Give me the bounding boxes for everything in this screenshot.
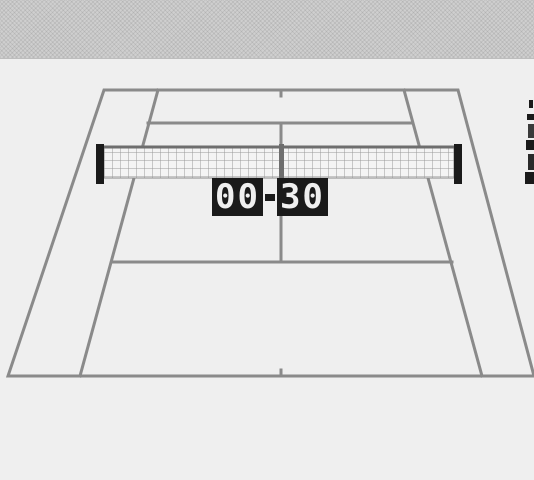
singles-sideline-right <box>402 88 484 378</box>
player-sprite-icon <box>525 100 534 184</box>
singles-sideline-left <box>78 88 160 378</box>
score-dash-icon <box>264 193 275 201</box>
right-score: 30 <box>276 178 328 216</box>
court-outer-line <box>5 88 534 378</box>
left-score: 00 <box>212 178 263 216</box>
net-strap <box>279 144 284 178</box>
scoreboard: 00 30 <box>212 178 328 216</box>
top-status-bar <box>0 0 534 59</box>
tennis-net <box>96 144 462 184</box>
net-post-right <box>454 144 462 184</box>
net-post-left <box>96 144 104 184</box>
